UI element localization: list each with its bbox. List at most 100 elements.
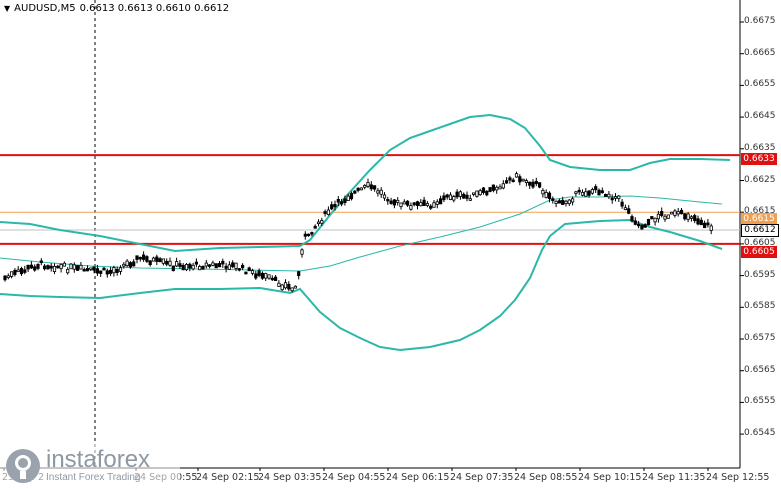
candle-body xyxy=(372,185,377,190)
candle-body xyxy=(336,199,340,203)
candle-body xyxy=(39,260,43,263)
time-axis-label: 24 Sep 10:15 xyxy=(578,472,642,483)
candle-body xyxy=(204,262,208,267)
price-axis-label: 0.6565 xyxy=(744,364,776,375)
candle-body xyxy=(617,195,621,199)
candle-body xyxy=(161,258,165,264)
candle-body xyxy=(155,256,159,262)
candle-body xyxy=(564,200,568,204)
candle-body xyxy=(402,201,406,205)
candle-body xyxy=(273,276,278,282)
candle-body xyxy=(432,202,436,208)
candle-body xyxy=(376,190,380,194)
candle-body xyxy=(422,199,426,206)
candle-body xyxy=(452,196,456,201)
candle-body xyxy=(52,265,57,272)
candle-body xyxy=(646,218,651,226)
candle-body xyxy=(132,261,136,267)
candle-body xyxy=(227,264,231,270)
candle-body xyxy=(33,266,37,271)
candle-body xyxy=(178,263,182,267)
candle-body xyxy=(79,264,83,270)
candle-body xyxy=(234,262,238,269)
candle-body xyxy=(465,194,469,199)
candle-body xyxy=(240,264,245,269)
chart-header: ▼ AUDUSD,M5 0.6613 0.6613 0.6610 0.6612 xyxy=(4,3,229,14)
candle-body xyxy=(6,275,10,279)
time-axis-label: 24 Sep 04:55 xyxy=(322,472,386,483)
candle-body xyxy=(676,211,680,215)
candle-body xyxy=(306,233,311,237)
candle-body xyxy=(699,219,703,226)
current-price-tag: 0.6612 xyxy=(741,224,779,237)
watermark: instaforex Instant Forex Trading xyxy=(0,443,180,489)
time-axis-label: 24 Sep 08:55 xyxy=(514,472,578,483)
candle-body xyxy=(287,283,291,290)
candle-body xyxy=(547,192,552,199)
candle-body xyxy=(448,194,453,200)
candle-body xyxy=(59,264,63,270)
candle-body xyxy=(504,180,509,184)
candle-body xyxy=(571,198,575,203)
candle-body xyxy=(620,201,624,207)
price-axis-label: 0.6615 xyxy=(744,206,776,217)
candle-body xyxy=(115,268,119,273)
candle-body xyxy=(207,264,212,267)
price-axis-label: 0.6605 xyxy=(744,237,776,248)
time-axis-label: 24 Sep 02:15 xyxy=(196,472,260,483)
candle-body xyxy=(429,205,433,209)
candle-body xyxy=(23,269,27,273)
candle-body xyxy=(458,191,463,197)
candle-body xyxy=(151,257,156,262)
candle-body xyxy=(231,262,235,268)
ohlc-label: 0.6613 0.6613 0.6610 0.6612 xyxy=(79,3,230,14)
candle-body xyxy=(138,256,142,260)
candle-body xyxy=(445,194,449,198)
candle-body xyxy=(267,274,271,279)
watermark-subtitle: Instant Forex Trading xyxy=(46,472,141,483)
candle-body xyxy=(660,211,664,216)
level-tag-orange: 0.6615 xyxy=(741,213,777,225)
candle-body xyxy=(95,268,99,274)
candle-body xyxy=(637,223,641,227)
candle-body xyxy=(290,287,294,292)
candle-body xyxy=(112,267,116,274)
candle-body xyxy=(297,271,301,277)
candle-body xyxy=(366,182,370,187)
candle-body xyxy=(670,211,674,215)
candle-body xyxy=(313,225,317,229)
candle-body xyxy=(254,273,258,279)
dropdown-arrow-icon[interactable]: ▼ xyxy=(4,4,11,13)
candle-body xyxy=(666,214,670,219)
candle-body xyxy=(462,193,466,199)
candle-body xyxy=(511,179,515,182)
candle-body xyxy=(168,260,172,266)
candle-body xyxy=(174,261,179,267)
candle-body xyxy=(386,198,390,202)
candle-body xyxy=(597,189,601,196)
candle-body xyxy=(709,225,713,231)
candle-body xyxy=(300,249,304,255)
candle-body xyxy=(478,190,482,196)
candle-body xyxy=(237,268,241,271)
candle-body xyxy=(524,180,529,183)
candle-body xyxy=(363,185,367,188)
candle-body xyxy=(69,263,73,270)
candle-body xyxy=(554,200,558,204)
candle-body xyxy=(353,190,357,194)
candle-body xyxy=(217,263,222,268)
candle-body xyxy=(141,254,146,260)
price-axis-label: 0.6635 xyxy=(744,142,776,153)
candle-body xyxy=(125,260,129,267)
candle-body xyxy=(105,270,109,275)
candle-body xyxy=(122,263,126,267)
candle-body xyxy=(316,221,321,225)
candle-body xyxy=(613,196,618,199)
price-axis-label: 0.6545 xyxy=(744,428,776,439)
price-axis-label: 0.6655 xyxy=(744,79,776,90)
candle-body xyxy=(528,181,532,186)
candle-body xyxy=(43,265,47,270)
candle-body xyxy=(438,198,443,205)
candle-body xyxy=(544,192,548,198)
